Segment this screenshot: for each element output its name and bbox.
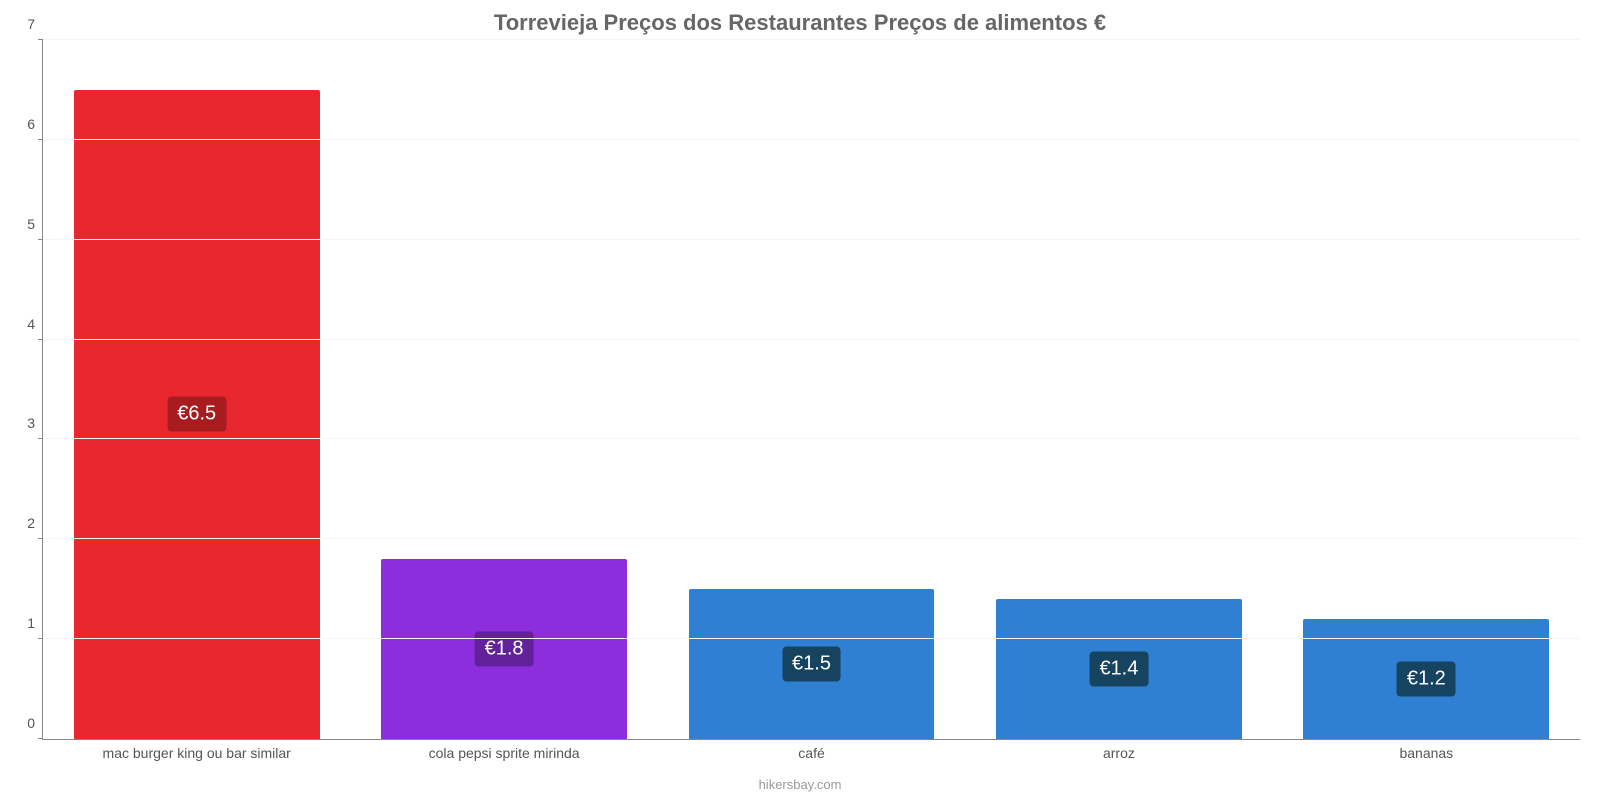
ytick-label: 6 bbox=[27, 116, 43, 132]
bar-slot: €1.2bananas bbox=[1273, 40, 1580, 739]
ytick-mark bbox=[38, 438, 43, 439]
value-badge: €1.5 bbox=[782, 647, 841, 682]
bars-row: €6.5mac burger king ou bar similar€1.8co… bbox=[43, 40, 1580, 739]
ytick-mark bbox=[38, 339, 43, 340]
gridline bbox=[43, 339, 1580, 340]
bar: €6.5 bbox=[74, 90, 320, 739]
xtick-label: café bbox=[658, 739, 965, 761]
ytick-label: 4 bbox=[27, 316, 43, 332]
ytick-mark bbox=[38, 738, 43, 739]
attribution-text: hikersbay.com bbox=[0, 777, 1600, 792]
ytick-label: 5 bbox=[27, 216, 43, 232]
value-badge: €1.4 bbox=[1089, 652, 1148, 687]
bar: €1.2 bbox=[1303, 619, 1549, 739]
ytick-label: 3 bbox=[27, 415, 43, 431]
ytick-mark bbox=[38, 239, 43, 240]
ytick-mark bbox=[38, 538, 43, 539]
xtick-label: cola pepsi sprite mirinda bbox=[350, 739, 657, 761]
bar: €1.5 bbox=[689, 589, 935, 739]
bar-slot: €6.5mac burger king ou bar similar bbox=[43, 40, 350, 739]
chart-title: Torrevieja Preços dos Restaurantes Preço… bbox=[0, 0, 1600, 36]
value-badge: €6.5 bbox=[167, 397, 226, 432]
bar-slot: €1.4arroz bbox=[965, 40, 1272, 739]
gridline bbox=[43, 438, 1580, 439]
xtick-label: arroz bbox=[965, 739, 1272, 761]
ytick-label: 2 bbox=[27, 515, 43, 531]
gridline bbox=[43, 239, 1580, 240]
gridline bbox=[43, 538, 1580, 539]
xtick-label: bananas bbox=[1273, 739, 1580, 761]
bar: €1.4 bbox=[996, 599, 1242, 739]
gridline bbox=[43, 39, 1580, 40]
ytick-mark bbox=[38, 638, 43, 639]
ytick-label: 1 bbox=[27, 615, 43, 631]
xtick-label: mac burger king ou bar similar bbox=[43, 739, 350, 761]
gridline bbox=[43, 638, 1580, 639]
gridline bbox=[43, 139, 1580, 140]
ytick-label: 0 bbox=[27, 715, 43, 731]
value-badge: €1.2 bbox=[1397, 662, 1456, 697]
bar-slot: €1.8cola pepsi sprite mirinda bbox=[350, 40, 657, 739]
bar: €1.8 bbox=[381, 559, 627, 739]
chart-container: Torrevieja Preços dos Restaurantes Preço… bbox=[0, 0, 1600, 800]
value-badge: €1.8 bbox=[475, 632, 534, 667]
bar-slot: €1.5café bbox=[658, 40, 965, 739]
ytick-mark bbox=[38, 39, 43, 40]
ytick-label: 7 bbox=[27, 16, 43, 32]
ytick-mark bbox=[38, 139, 43, 140]
plot-area: €6.5mac burger king ou bar similar€1.8co… bbox=[42, 40, 1580, 740]
